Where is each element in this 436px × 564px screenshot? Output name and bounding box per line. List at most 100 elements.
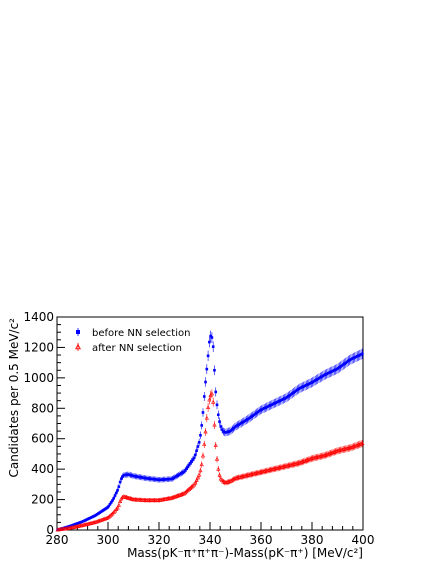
data-point (265, 468, 271, 473)
data-point (111, 499, 114, 502)
data-point (240, 474, 245, 479)
data-point (109, 501, 113, 504)
data-point (196, 445, 200, 448)
data-point (197, 472, 202, 477)
data-point (216, 413, 220, 417)
data-point (179, 492, 184, 497)
legend-marker (76, 330, 80, 334)
data-point (200, 424, 204, 427)
data-point (209, 391, 215, 396)
data-point (84, 521, 90, 526)
data-point (86, 521, 91, 526)
data-point (207, 397, 212, 402)
data-point (218, 420, 221, 423)
data-point (106, 514, 111, 519)
data-point (118, 499, 123, 503)
y-tick-label: 600 (31, 432, 54, 446)
data-point (185, 488, 190, 493)
data-point (319, 453, 324, 458)
axes: 280 300 320 340 360 380 400 0 200 400 600 800 1000 12… (23, 310, 374, 547)
data-point (216, 466, 221, 471)
y-tick-label: 1000 (23, 371, 54, 385)
data-point (214, 390, 218, 394)
legend-marker (75, 343, 81, 350)
data-point (302, 458, 308, 463)
data-point (92, 520, 97, 525)
data-point (88, 521, 93, 525)
data-point (81, 522, 86, 527)
data-point (332, 449, 337, 454)
data-point (244, 473, 249, 478)
data-point (209, 334, 212, 338)
data-point (236, 475, 241, 480)
data-point (350, 444, 355, 449)
data-point (353, 443, 359, 448)
series-layer (55, 330, 365, 532)
data-point (360, 441, 365, 446)
data-point (341, 447, 346, 452)
x-tick-label: 280 (46, 533, 69, 547)
data-point (115, 505, 120, 510)
data-point (213, 443, 218, 448)
data-point (116, 502, 121, 507)
data-point (112, 496, 116, 500)
x-tick-label: 300 (97, 533, 120, 547)
data-point (305, 457, 310, 462)
data-point (255, 470, 260, 475)
data-point (277, 465, 282, 470)
data-point (315, 454, 320, 459)
data-point (338, 447, 343, 452)
data-point (325, 451, 331, 456)
data-point (327, 451, 332, 456)
data-point (259, 469, 264, 474)
data-point (268, 467, 273, 472)
data-point (241, 473, 246, 478)
data-point (186, 487, 192, 491)
data-point (96, 518, 101, 523)
data-point (245, 472, 250, 477)
data-point (91, 520, 96, 525)
data-point (339, 447, 345, 452)
data-point (248, 472, 253, 477)
data-point (189, 484, 194, 489)
data-point (281, 464, 286, 469)
data-point (295, 461, 300, 466)
y-tick-label: 0 (46, 523, 54, 537)
data-point (87, 521, 92, 526)
data-point (217, 472, 222, 477)
data-point (214, 456, 220, 461)
data-point (282, 464, 287, 469)
data-point (195, 475, 200, 480)
data-point (206, 354, 210, 358)
data-point (201, 411, 205, 414)
data-point (212, 422, 217, 427)
data-point (210, 336, 214, 339)
data-point (328, 450, 333, 455)
data-point (285, 463, 290, 468)
data-point (120, 477, 123, 480)
data-point (320, 453, 325, 458)
y-tick-label: 200 (31, 493, 54, 507)
data-point (205, 367, 209, 371)
data-point (290, 462, 295, 467)
data-point (213, 368, 216, 372)
data-point (204, 380, 207, 384)
data-point (175, 493, 180, 498)
data-point (347, 445, 352, 450)
data-point (242, 473, 248, 478)
data-point (273, 466, 278, 471)
data-point (336, 448, 341, 453)
y-tick-label: 1200 (23, 340, 54, 354)
data-point (176, 493, 181, 498)
data-point (183, 469, 187, 472)
data-point (239, 474, 244, 479)
data-point (205, 405, 211, 410)
data-point (292, 461, 297, 466)
data-point (254, 470, 259, 475)
data-point (195, 449, 198, 452)
data-point (300, 459, 305, 464)
data-point (269, 467, 274, 472)
data-point (301, 459, 306, 463)
data-point (343, 446, 348, 451)
